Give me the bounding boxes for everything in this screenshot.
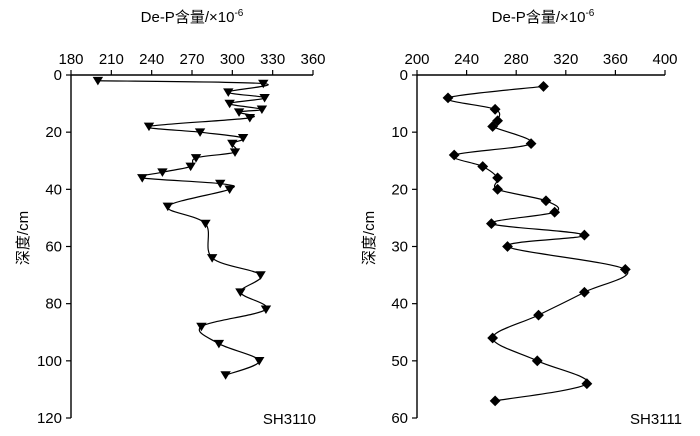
y-tick-label: 0 [54,67,62,84]
data-point [538,81,549,92]
y-tick-label: 20 [391,181,408,198]
y-tick-label: 50 [391,353,408,370]
data-point [194,128,206,137]
data-point [213,339,225,349]
x-axis-title: De-P含量/×10-6 [141,8,244,26]
x-tick-label: 180 [58,51,83,68]
data-point [237,134,249,143]
data-point [487,332,499,344]
data-point [260,305,272,315]
data-point [579,229,590,241]
data-point [619,263,631,275]
x-tick-label: 240 [454,51,479,68]
x-tick-label: 200 [404,51,429,68]
data-point [492,183,503,195]
series-line [446,85,629,402]
y-tick-label: 40 [45,181,62,198]
data-point [531,355,543,367]
data-point [224,185,235,195]
y-tick-label: 10 [391,124,408,141]
chart-panel-sh3111: De-P含量/×10-6 深度/cm SH3111 200 240 280 320 36… [361,8,682,428]
data-point [244,114,256,123]
data-point [229,148,241,157]
data-point [185,162,196,172]
x-axis-title: De-P含量/×10-6 [492,8,595,26]
y-tick-label: 0 [400,67,408,84]
data-point [254,357,265,366]
x-tick-label: 360 [300,51,325,68]
data-point [255,271,266,280]
data-point [233,108,245,117]
data-point [227,139,238,149]
data-point [489,103,501,115]
y-tick-label: 20 [45,124,62,141]
y-tick-label: 30 [391,239,408,256]
data-point [258,79,269,89]
chart-panel-sh3110: De-P含量/×10-6 深度/cm SH3110 180 210 240 270 30… [15,8,326,428]
data-point [92,76,104,86]
station-label: SH3111 [630,411,682,428]
data-point [157,168,168,177]
station-label: SH3110 [263,411,316,428]
x-tick-label: 270 [179,51,204,68]
data-point [581,378,593,390]
data-point [448,149,460,161]
data-point [492,172,503,184]
data-point [143,122,155,132]
x-tick-label: 300 [220,51,245,68]
y-axis-title: 深度/cm [15,211,32,265]
data-point [224,99,235,109]
y-tick-label: 80 [45,296,62,313]
data-point [206,254,218,263]
data-point [196,322,207,332]
data-point [540,195,552,207]
data-point [220,371,231,380]
y-tick-label: 40 [391,296,408,313]
data-point [549,206,561,218]
x-tick-label: 400 [652,51,677,68]
x-tick-label: 240 [139,51,164,68]
data-point [137,174,148,183]
data-point [190,154,202,163]
y-axis-title: 深度/cm [361,211,378,265]
data-point [215,179,226,189]
x-tick-label: 210 [99,51,124,68]
data-point [442,92,454,104]
data-point [502,241,513,252]
data-point [579,286,590,298]
x-tick-label: 360 [603,51,628,68]
data-point [525,138,537,149]
data-point [533,309,544,321]
data-point [259,94,270,103]
data-point [223,88,234,97]
y-tick-label: 120 [37,410,62,427]
data-point [162,202,173,212]
data-point [235,288,246,297]
data-point [489,395,501,407]
data-point [256,105,268,114]
y-tick-label: 60 [45,239,62,256]
series-line [97,80,269,376]
data-point [487,121,499,132]
x-tick-label: 280 [504,51,529,68]
data-point [200,219,211,229]
y-tick-label: 100 [37,353,62,370]
x-tick-label: 320 [553,51,578,68]
data-point [477,161,489,172]
data-point [486,218,497,230]
x-tick-label: 330 [260,51,285,68]
y-tick-label: 60 [391,410,408,427]
